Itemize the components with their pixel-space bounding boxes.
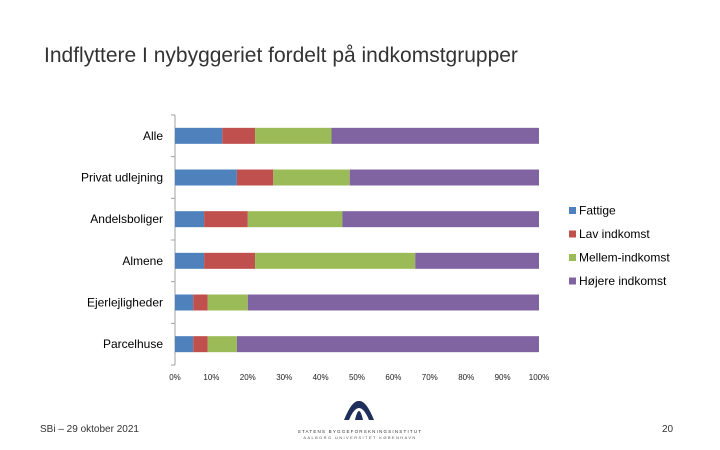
x-tick-label: 20% <box>240 373 256 382</box>
bar-segment <box>175 252 205 269</box>
bar-segment <box>273 169 350 186</box>
footer-date: SBi – 29 oktober 2021 <box>40 424 139 435</box>
legend-swatch <box>569 277 576 285</box>
institute-logo: STATENS BYGGEFORSKNINGSINSTITUT AALBORG … <box>290 398 430 442</box>
stacked-bar-chart: Alle Privat udlejning Andelsboliger Almene E… <box>81 114 670 382</box>
bar-segment <box>193 336 208 353</box>
legend-swatch <box>569 254 576 261</box>
slide-title: Indflyttere I nybyggeriet fordelt på ind… <box>44 44 518 67</box>
bar-segment <box>349 169 539 186</box>
x-tick-label: 60% <box>385 373 401 382</box>
logo-text-line2: AALBORG UNIVERSITET KØBENHAVN <box>303 435 417 440</box>
x-tick-label: 70% <box>422 373 438 382</box>
bar-segment <box>255 127 332 144</box>
bar-segment <box>204 252 256 269</box>
x-tick-label: 80% <box>458 373 474 382</box>
category-label: Privat udlejning <box>81 171 163 185</box>
logo-text-line1: STATENS BYGGEFORSKNINGSINSTITUT <box>297 429 423 434</box>
bar-segment <box>193 294 208 311</box>
bar-segment <box>175 211 205 228</box>
bar-segment <box>342 211 539 228</box>
legend-label: Mellem-indkomst <box>579 251 670 265</box>
bar-segment <box>415 252 539 269</box>
x-tick-label: 40% <box>313 373 329 382</box>
legend-label: Fattige <box>579 204 616 218</box>
legend-swatch <box>569 207 576 214</box>
bar-segment <box>247 211 343 228</box>
bar-segment <box>204 211 248 228</box>
category-label: Alle <box>143 129 163 143</box>
category-label: Almene <box>122 254 163 268</box>
x-tick-label: 100% <box>529 373 549 382</box>
x-tick-label: 90% <box>495 373 511 382</box>
bar-segment <box>175 336 194 353</box>
bar-segment <box>236 336 539 353</box>
bar-segment <box>247 294 540 311</box>
bar-segment <box>207 294 248 311</box>
bar-segment <box>207 336 237 353</box>
bar-segment <box>175 294 194 311</box>
x-tick-label: 10% <box>203 373 219 382</box>
legend-label: Højere indkomst <box>579 274 667 288</box>
bar-segment <box>175 169 237 186</box>
legend-label: Lav indkomst <box>579 227 650 241</box>
legend-swatch <box>569 230 576 238</box>
bar-segment <box>175 127 223 144</box>
bar-segment <box>331 127 539 144</box>
x-tick-label: 0% <box>169 373 181 382</box>
bar-segment <box>236 169 274 186</box>
category-label: Parcelhuse <box>103 337 163 351</box>
logo-mark-icon <box>344 400 374 420</box>
category-label: Andelsboliger <box>90 212 163 226</box>
bar-segment <box>222 127 256 144</box>
category-label: Ejerlejligheder <box>87 296 163 310</box>
bar-segment <box>255 252 416 269</box>
page-number: 20 <box>662 424 674 435</box>
x-tick-label: 30% <box>276 373 292 382</box>
x-tick-label: 50% <box>349 373 365 382</box>
